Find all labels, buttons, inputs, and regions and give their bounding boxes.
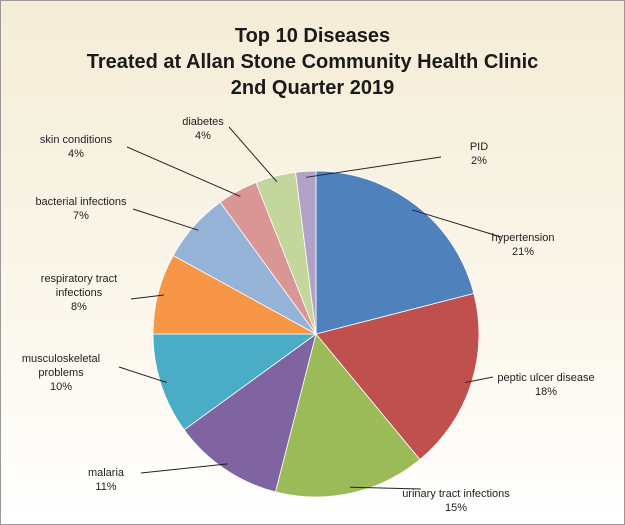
category-label: musculoskeletal problems	[21, 353, 101, 379]
leader-line	[140, 463, 228, 474]
leader-line	[228, 126, 278, 183]
category-label: skin conditions	[39, 134, 113, 146]
value-label: 15%	[444, 502, 468, 514]
leader-line	[350, 486, 422, 490]
chart-title: Top 10 Diseases Treated at Allan Stone C…	[86, 25, 539, 99]
leader-line	[126, 146, 241, 197]
value-label: 11%	[95, 481, 117, 493]
category-label: peptic ulcer disease	[497, 372, 595, 384]
slice-label: diabetes 4%	[148, 115, 258, 143]
category-label: PID	[469, 141, 489, 153]
pie-slice	[274, 333, 421, 498]
slice-label: bacterial infections 7%	[26, 195, 136, 223]
category-label: hypertension	[491, 232, 555, 244]
value-label: 4%	[68, 148, 84, 160]
slice-label: peptic ulcer disease 18%	[491, 371, 601, 399]
slice-label: PID 2%	[424, 140, 534, 168]
category-label: respiratory tract infections	[40, 273, 118, 299]
pie-slice	[183, 333, 317, 493]
value-label: 18%	[534, 386, 558, 398]
slice-label: malaria 11%	[51, 466, 161, 494]
pie-slice	[152, 333, 318, 431]
value-label: 4%	[195, 130, 211, 142]
leader-line	[306, 156, 442, 178]
leader-line	[130, 294, 164, 300]
slice-label: musculoskeletal problems 10%	[6, 352, 116, 394]
slice-label: respiratory tract infections 8%	[24, 272, 134, 314]
pie-slice	[295, 170, 317, 335]
category-label: urinary tract infections	[402, 488, 510, 500]
slice-label: skin conditions 4%	[21, 133, 131, 161]
value-label: 10%	[49, 381, 73, 393]
pie-slice	[315, 292, 480, 461]
value-label: 7%	[73, 210, 89, 222]
value-label: 8%	[71, 301, 87, 313]
leader-line	[412, 209, 502, 238]
leader-line	[132, 208, 199, 231]
value-label: 21%	[511, 246, 535, 258]
slice-label: hypertension 21%	[468, 231, 578, 259]
leader-line	[465, 376, 494, 384]
value-label: 2%	[471, 155, 487, 167]
category-label: diabetes	[182, 116, 224, 128]
slice-label: urinary tract infections 15%	[401, 487, 511, 515]
category-label: malaria	[87, 467, 125, 479]
category-label: bacterial infections	[35, 196, 127, 208]
leader-line	[118, 366, 167, 383]
